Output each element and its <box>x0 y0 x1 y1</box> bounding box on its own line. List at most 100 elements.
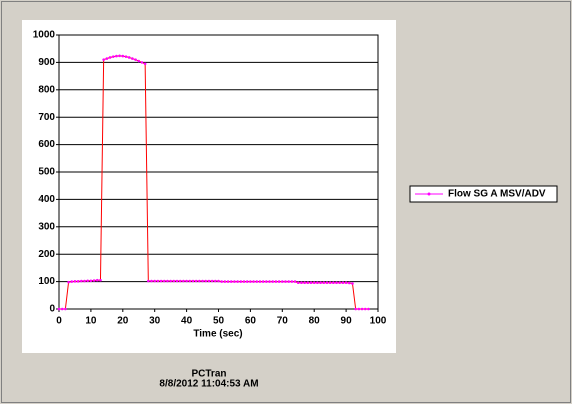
data-point <box>309 281 313 284</box>
data-point <box>236 280 239 283</box>
data-point <box>312 281 316 284</box>
legend-box <box>409 185 558 203</box>
data-point <box>83 279 86 283</box>
data-point <box>172 279 176 283</box>
data-point <box>169 279 172 283</box>
data-point <box>229 280 233 283</box>
data-point <box>185 279 188 283</box>
data-point <box>284 280 287 283</box>
data-point <box>268 280 271 283</box>
data-point <box>175 279 179 283</box>
data-point <box>147 279 150 283</box>
data-point <box>290 280 294 283</box>
data-point <box>351 282 354 285</box>
y-tick-label: 900 <box>38 57 55 68</box>
data-point <box>108 56 112 59</box>
y-tick-label: 300 <box>38 221 55 232</box>
x-tick-label: 80 <box>309 316 321 327</box>
data-point <box>105 57 109 60</box>
legend-label: Flow SG A MSV/ADV <box>448 189 546 200</box>
data-point <box>277 280 281 283</box>
data-point <box>134 58 137 61</box>
data-point <box>99 278 102 282</box>
data-point <box>360 307 364 311</box>
data-point <box>127 56 131 59</box>
y-tick-label: 600 <box>38 139 55 150</box>
data-point <box>115 54 118 58</box>
data-point <box>239 280 243 283</box>
data-point <box>182 279 185 283</box>
data-point <box>335 281 338 284</box>
x-tick-label: 10 <box>85 316 97 327</box>
data-point <box>265 280 268 283</box>
data-point <box>140 61 144 64</box>
data-point <box>217 279 220 283</box>
x-tick-label: 90 <box>341 316 353 327</box>
data-point <box>249 280 252 283</box>
data-point <box>322 281 326 284</box>
data-point <box>121 54 125 58</box>
data-point <box>245 280 249 283</box>
data-point <box>201 279 204 283</box>
data-point <box>332 281 335 284</box>
x-tick-label: 60 <box>245 316 257 327</box>
data-point <box>150 279 153 283</box>
x-tick-label: 40 <box>181 316 193 327</box>
x-tick-label: 0 <box>56 316 62 327</box>
data-point <box>131 57 134 60</box>
data-point <box>194 279 198 283</box>
data-point <box>159 279 163 283</box>
x-tick-label: 20 <box>117 316 129 327</box>
data-point <box>198 279 201 283</box>
data-point <box>143 62 147 66</box>
y-tick-label: 800 <box>38 84 55 95</box>
data-point <box>178 279 182 283</box>
data-point <box>363 307 367 311</box>
data-point <box>124 55 128 58</box>
data-point <box>137 59 141 63</box>
data-point <box>214 279 217 283</box>
data-point <box>261 280 265 283</box>
data-point <box>210 279 214 283</box>
data-point <box>319 281 322 284</box>
footer-timestamp: 8/8/2012 11:04:53 AM <box>159 379 258 390</box>
data-point <box>220 280 223 283</box>
data-point <box>223 280 227 283</box>
data-point <box>86 279 90 283</box>
data-point <box>226 280 230 283</box>
data-point <box>296 281 300 284</box>
data-point <box>325 281 329 284</box>
data-point <box>300 281 303 284</box>
data-point <box>57 307 61 311</box>
data-point <box>153 279 156 283</box>
data-point <box>207 279 211 283</box>
data-point <box>188 279 192 283</box>
data-point <box>89 279 93 283</box>
data-point <box>347 281 351 285</box>
data-point <box>252 280 255 283</box>
chart-panel <box>22 20 396 353</box>
data-point <box>60 307 64 311</box>
data-point <box>328 281 332 284</box>
data-point <box>95 278 99 282</box>
data-point <box>92 279 96 282</box>
data-point <box>242 280 246 283</box>
data-point <box>156 279 160 283</box>
x-tick-label: 30 <box>149 316 161 327</box>
data-point <box>258 280 262 283</box>
data-point <box>118 54 121 58</box>
y-tick-label: 100 <box>38 276 55 287</box>
y-tick-label: 0 <box>49 304 55 315</box>
data-point <box>344 281 348 284</box>
data-point <box>73 280 77 283</box>
y-tick-label: 1000 <box>33 30 56 41</box>
data-point <box>76 280 80 283</box>
data-point <box>338 281 342 284</box>
data-point <box>233 280 236 283</box>
data-point <box>111 55 115 58</box>
data-point <box>306 281 310 284</box>
data-point <box>166 279 169 283</box>
data-point <box>316 281 319 284</box>
